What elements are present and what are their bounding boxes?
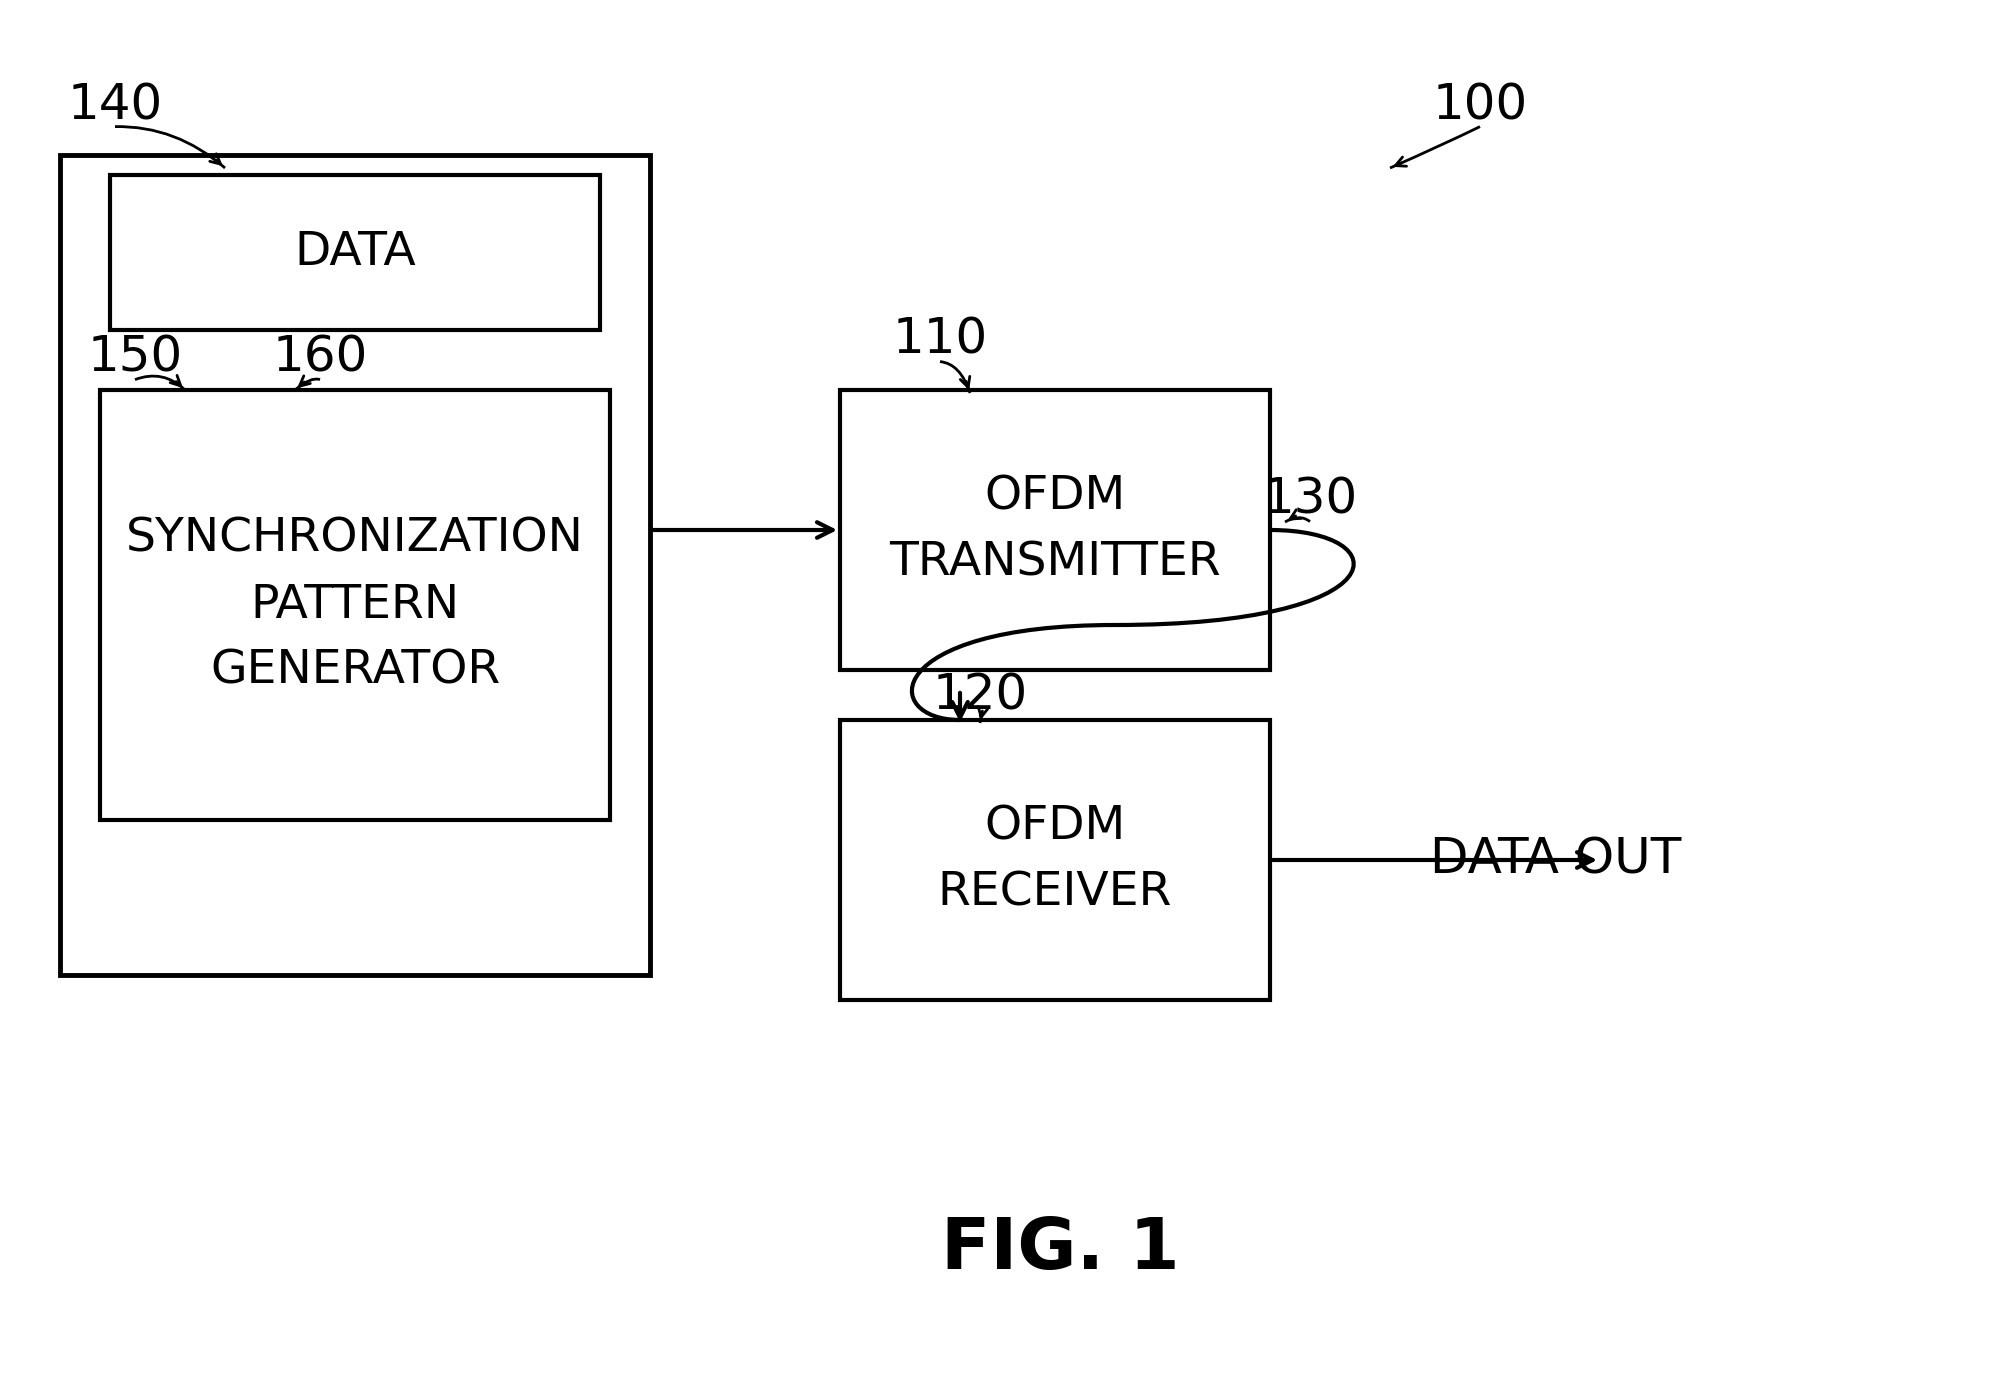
Bar (839, 390, 1270, 671)
Text: 130: 130 (1262, 476, 1358, 524)
Text: FIG. 1: FIG. 1 (941, 1215, 1178, 1284)
Bar (100, 390, 610, 820)
Bar (110, 175, 600, 330)
Text: 120: 120 (933, 671, 1027, 719)
Text: 100: 100 (1432, 81, 1527, 129)
Bar (60, 155, 650, 975)
Text: 140: 140 (68, 81, 164, 129)
Bar (839, 719, 1270, 1000)
Text: 160: 160 (273, 334, 367, 381)
Text: 150: 150 (88, 334, 183, 381)
Text: 110: 110 (893, 316, 987, 365)
Text: SYNCHRONIZATION
PATTERN
GENERATOR: SYNCHRONIZATION PATTERN GENERATOR (126, 517, 584, 693)
Text: DATA: DATA (295, 231, 417, 275)
Text: DATA OUT: DATA OUT (1430, 835, 1681, 884)
Text: OFDM
RECEIVER: OFDM RECEIVER (937, 805, 1172, 915)
Text: OFDM
TRANSMITTER: OFDM TRANSMITTER (889, 475, 1220, 585)
